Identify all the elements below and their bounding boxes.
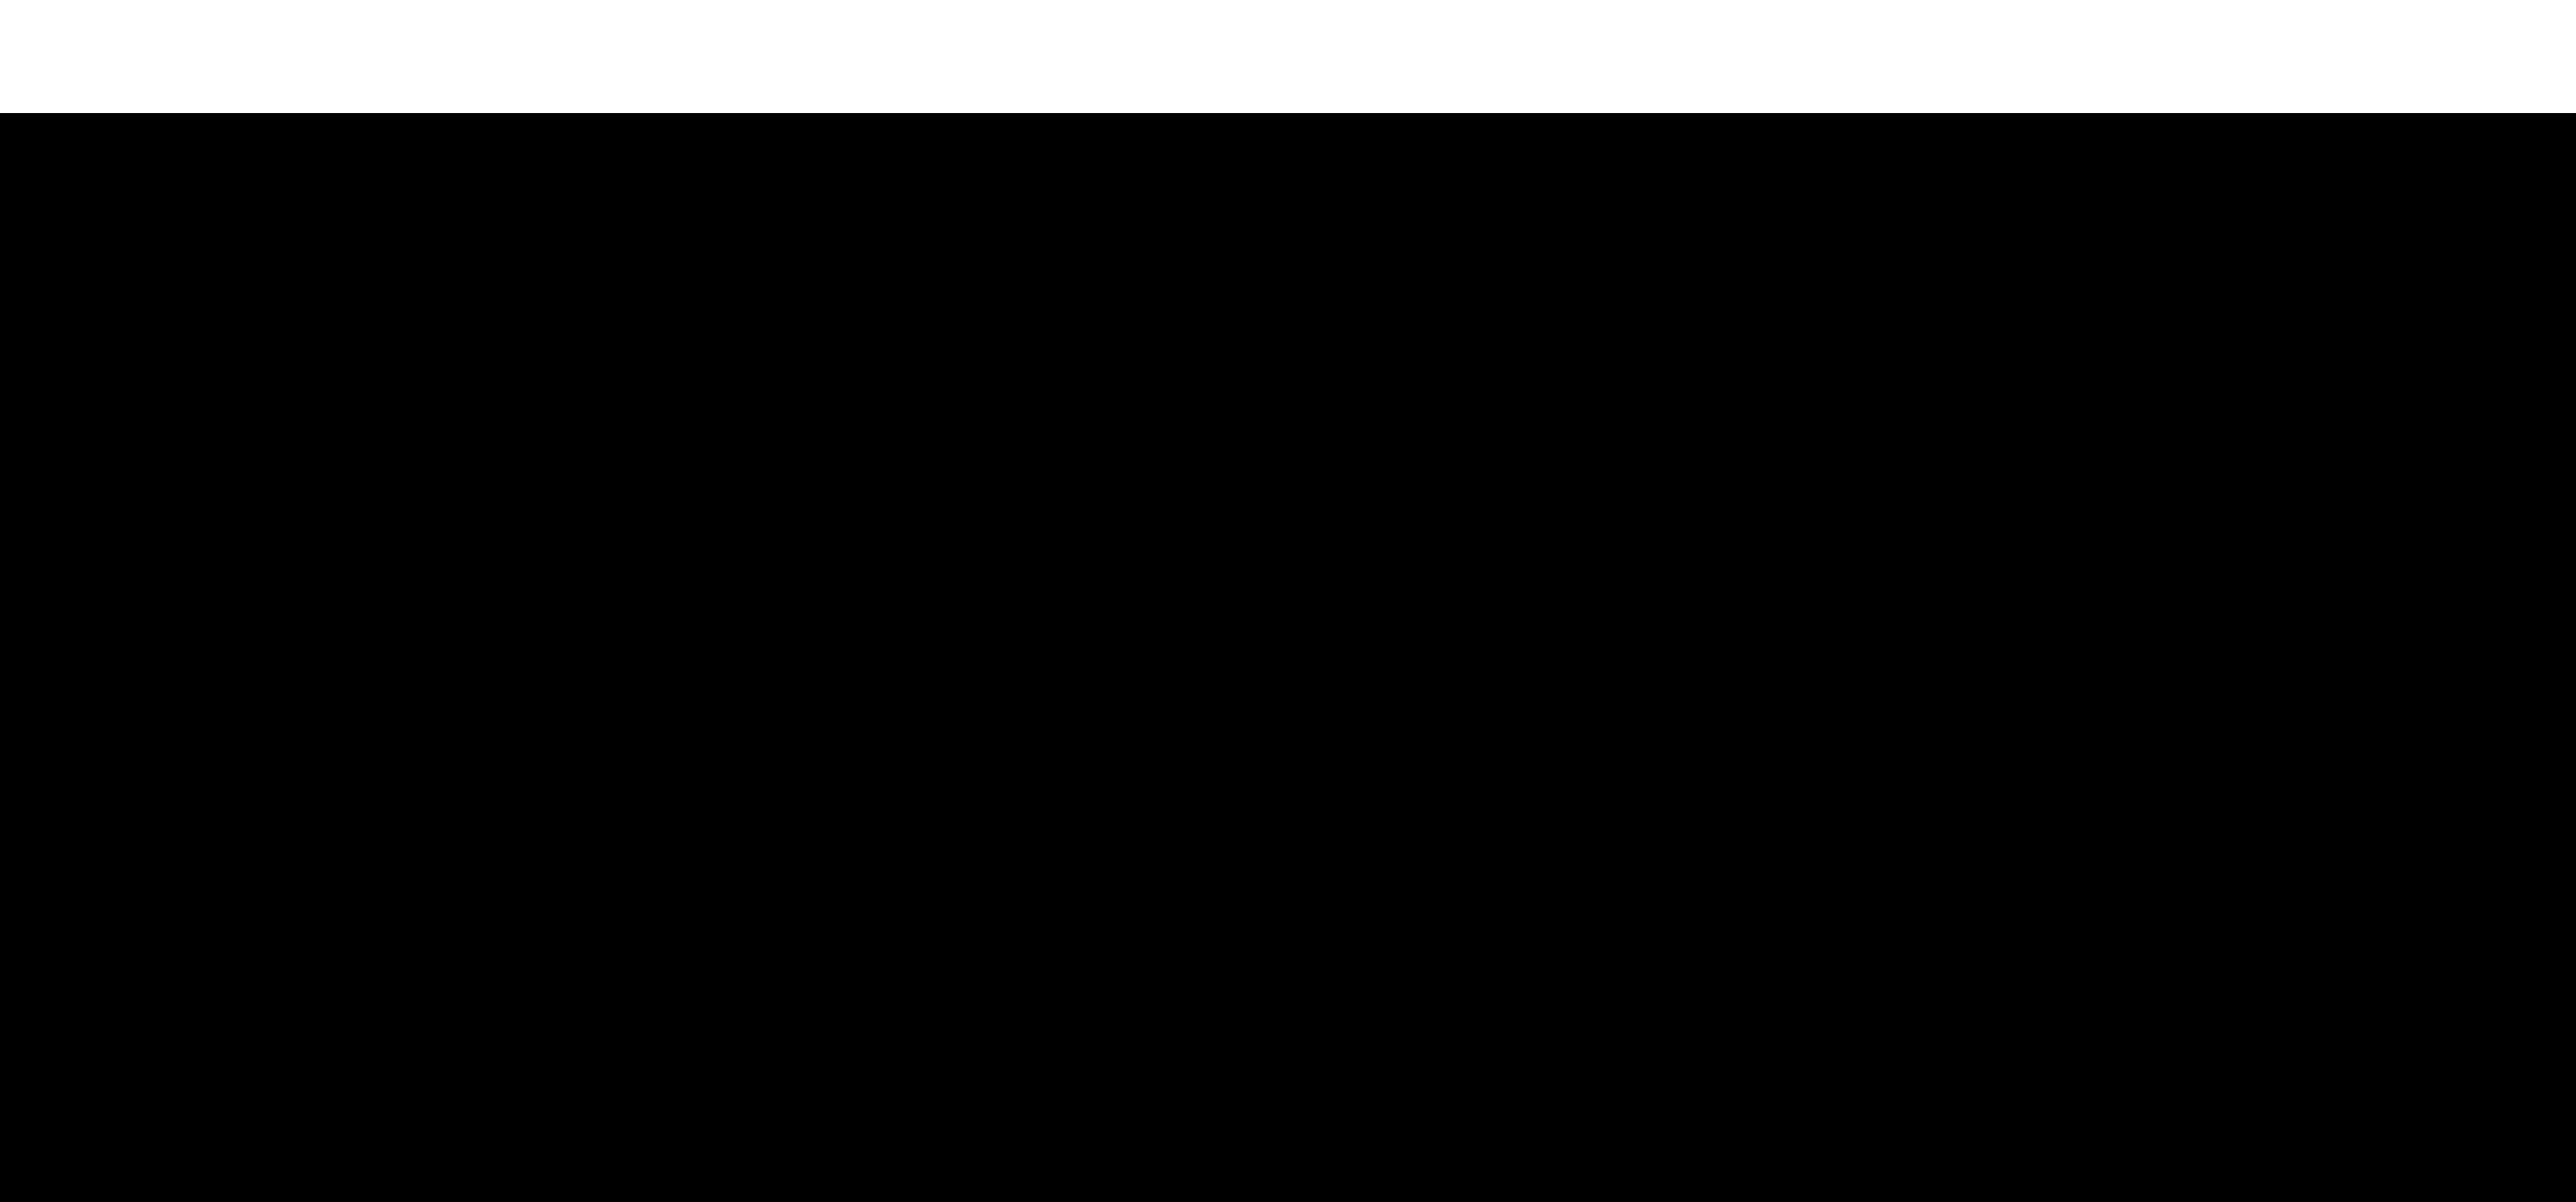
diagram-canvas: [0, 0, 2576, 113]
diagram-svg: [0, 0, 226, 113]
